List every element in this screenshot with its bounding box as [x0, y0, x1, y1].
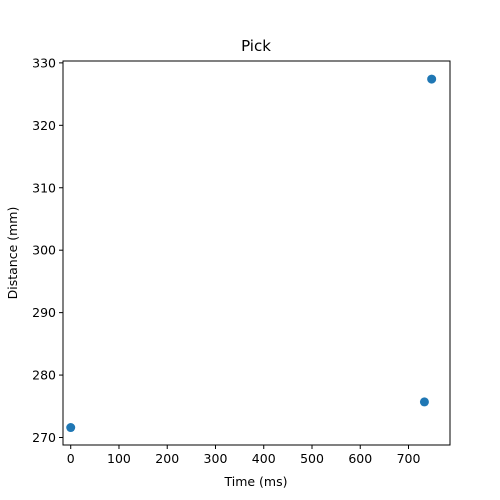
- x-tick-label: 500: [300, 451, 324, 466]
- y-axis-label: Distance (mm): [5, 207, 20, 300]
- x-tick-label: 0: [67, 451, 75, 466]
- y-tick-label: 280: [32, 368, 56, 383]
- plot-area: 0 100 200 300 400 500 600 700 270 280 290 300 310 320…: [32, 55, 451, 466]
- x-tick-label: 600: [348, 451, 372, 466]
- x-tick-label: 300: [204, 451, 228, 466]
- x-tick-label: 100: [107, 451, 131, 466]
- y-tick-label: 300: [32, 243, 56, 258]
- x-tick-label: 200: [155, 451, 179, 466]
- chart-title: Pick: [241, 37, 271, 55]
- y-tick-label: 290: [32, 305, 56, 320]
- x-tick-label: 700: [397, 451, 421, 466]
- x-tick-label: 400: [252, 451, 276, 466]
- scatter-point: [427, 74, 437, 84]
- scatter-point: [66, 423, 76, 433]
- y-tick-label: 330: [32, 55, 56, 70]
- scatter-point: [419, 397, 429, 407]
- axes-frame: [62, 60, 451, 446]
- y-tick-label: 320: [32, 118, 56, 133]
- x-axis-label: Time (ms): [223, 474, 287, 489]
- y-tick-label: 270: [32, 430, 56, 445]
- y-tick-label: 310: [32, 180, 56, 195]
